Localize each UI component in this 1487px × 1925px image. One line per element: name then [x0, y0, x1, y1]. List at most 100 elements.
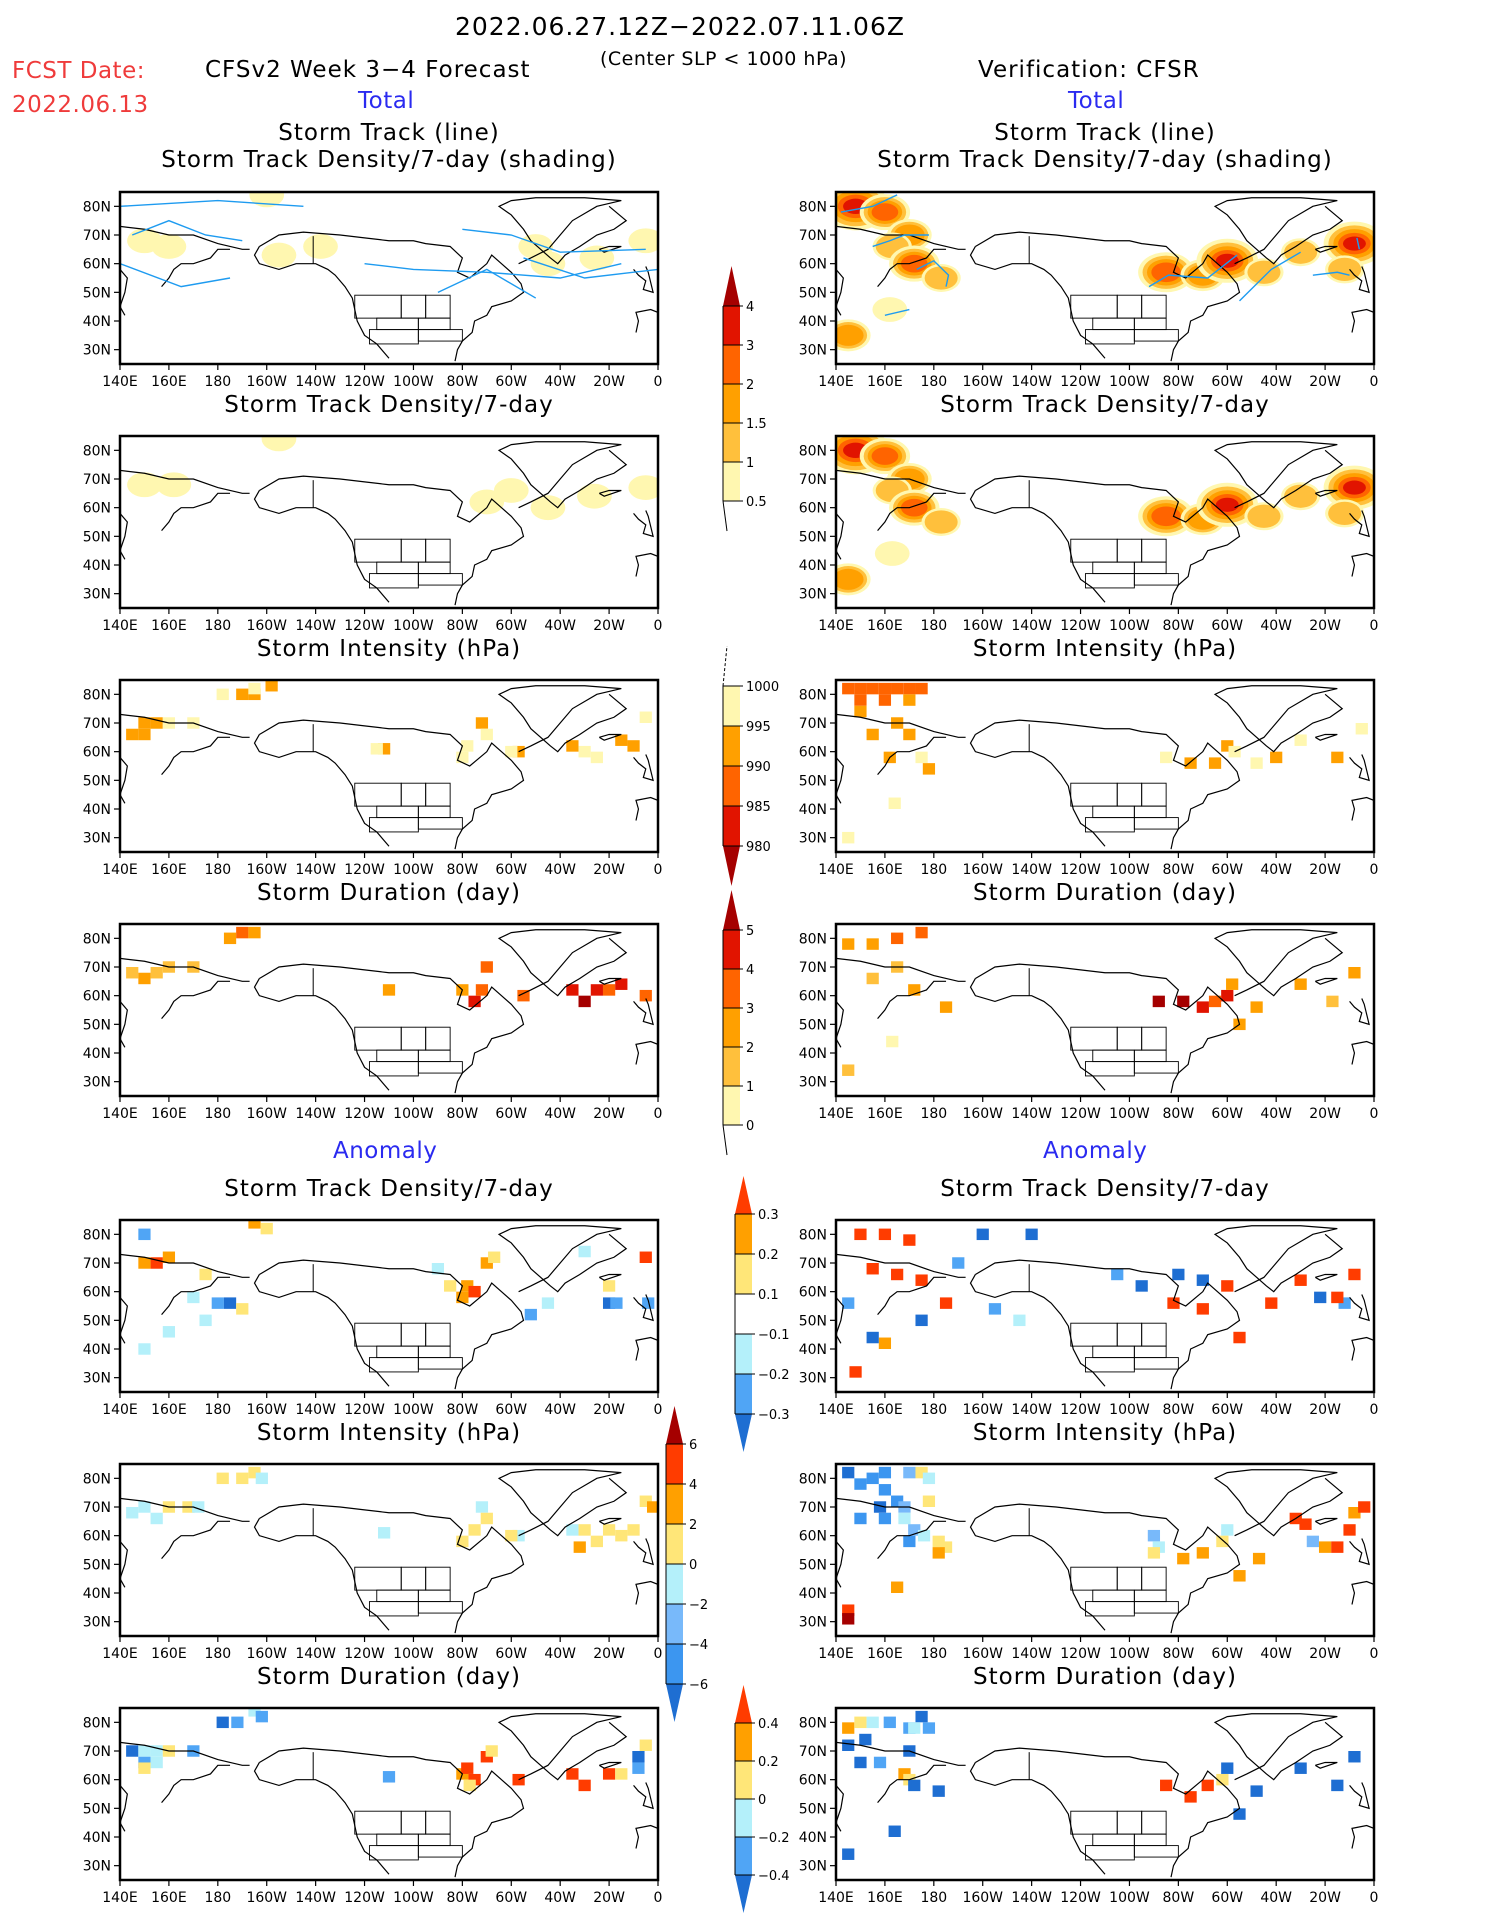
state-border [1141, 294, 1167, 319]
lon-tick-label: 0 [654, 1890, 663, 1906]
lon-tick-label: 160W [962, 1106, 1003, 1122]
lon-tick-label: 40W [544, 1106, 576, 1122]
state-border [425, 538, 451, 563]
lon-tick-label: 140E [102, 1646, 138, 1662]
colorbar-segment [735, 1723, 752, 1761]
data-cell [854, 1512, 867, 1525]
coastline [836, 957, 966, 982]
lat-tick-label: 70N [83, 1256, 111, 1272]
coastline [969, 246, 1106, 359]
lon-tick-label: 120W [344, 1106, 385, 1122]
data-cell [610, 1297, 623, 1309]
lon-tick-label: 180 [920, 618, 947, 634]
coastline [253, 1762, 390, 1875]
colorbar-tick-label: −0.3 [758, 1408, 790, 1423]
data-cell [150, 1745, 163, 1757]
lon-tick-label: 140W [1011, 374, 1052, 390]
colorbar-intensity_anom: 6 4 2 0 −2 −4 −6 [665, 1406, 708, 1722]
data-cell [138, 1501, 151, 1513]
state-border [1141, 1566, 1167, 1591]
data-cell [854, 705, 867, 718]
data-cell [842, 1466, 855, 1479]
lon-tick-label: 40W [544, 374, 576, 390]
lat-tick-label: 80N [83, 199, 111, 215]
lon-tick-label: 0 [1370, 374, 1379, 390]
coastline [836, 1541, 844, 1588]
section-total-right: Total [1068, 88, 1125, 114]
data-cell [632, 1751, 645, 1763]
data-cell [908, 1524, 921, 1536]
lon-tick-label: 80W [1163, 1402, 1195, 1418]
storm-track-line [131, 219, 243, 242]
storm-track-line [437, 268, 537, 299]
lon-tick-label: 0 [654, 862, 663, 878]
lat-tick-label: 30N [83, 587, 111, 603]
coastline [120, 1741, 250, 1766]
panel-title: Storm Duration (day) [973, 880, 1237, 906]
data-cell [590, 984, 603, 996]
lon-tick-label: 80W [447, 1106, 479, 1122]
coastline [253, 490, 390, 603]
coastline [633, 998, 654, 1026]
coastline [599, 977, 622, 985]
lat-tick-label: 30N [83, 1075, 111, 1091]
colorbar-segment [666, 1604, 683, 1644]
lon-tick-label: 140E [818, 618, 854, 634]
coastline [497, 1469, 628, 1537]
map-panel-forecast-total-density: Storm Track Density/7-day 80N 70N 60N 50N 40N… [83, 392, 663, 634]
density-blob [1284, 484, 1318, 508]
data-cell [1250, 1785, 1263, 1797]
state-border [425, 1026, 451, 1051]
lon-tick-label: 60W [1211, 1402, 1243, 1418]
data-cell [878, 682, 892, 695]
data-cell [255, 1710, 268, 1723]
coastline [599, 1273, 622, 1281]
data-cell [456, 1535, 469, 1548]
data-cell [382, 1771, 396, 1783]
coastline [635, 1824, 658, 1849]
coastline [120, 1253, 250, 1278]
lat-tick-label: 40N [799, 1586, 827, 1602]
density-blob [469, 489, 505, 515]
lon-tick-label: 160E [867, 1646, 903, 1662]
coastline [497, 929, 628, 997]
data-cell [627, 1524, 640, 1536]
lat-tick-label: 60N [799, 1773, 827, 1789]
colorbar-tail [722, 500, 728, 532]
data-cell [468, 1524, 481, 1536]
data-cell [842, 1297, 855, 1309]
lon-tick-label: 60W [1211, 1646, 1243, 1662]
density-blob [151, 234, 187, 259]
data-cell [842, 938, 855, 950]
data-cell [1177, 1552, 1190, 1565]
data-cell [1160, 1779, 1173, 1792]
lon-tick-label: 180 [204, 1646, 231, 1662]
storm-track-line [120, 263, 231, 288]
colorbar-tick-label: 4 [746, 300, 754, 315]
data-cell [265, 680, 278, 692]
colorbar-tick-label: 4 [746, 963, 754, 978]
data-cell [627, 740, 640, 752]
lon-tick-label: 160W [246, 1890, 287, 1906]
density-blob [628, 475, 658, 500]
data-cell [1294, 734, 1307, 746]
data-cell [211, 1297, 224, 1309]
coastline [633, 1538, 654, 1566]
density-blob [1328, 257, 1362, 282]
data-cell [952, 1257, 965, 1269]
coastline [877, 1520, 947, 1559]
colorbar-tick-label: 0.5 [746, 495, 767, 510]
data-cell [236, 926, 249, 939]
map-panel-forecast-anomaly-density: Storm Track Density/7-day 80N 70N 60N 50N 40N… [83, 1176, 663, 1418]
lon-tick-label: 80W [447, 1402, 479, 1418]
colorbar-tick-label: 985 [746, 800, 771, 815]
colorbar-tick-label: −0.2 [758, 1368, 790, 1383]
lon-tick-label: 40W [544, 1402, 576, 1418]
data-cell [138, 728, 151, 741]
data-cell [248, 1220, 261, 1229]
map-panel-verification-total-density: Storm Track Density/7-day 80N 70N 60N 50N 40N… [799, 392, 1379, 634]
data-cell [1306, 1535, 1319, 1548]
data-cell [922, 1472, 936, 1485]
data-cell [1338, 1297, 1351, 1309]
coastline [635, 1580, 658, 1605]
